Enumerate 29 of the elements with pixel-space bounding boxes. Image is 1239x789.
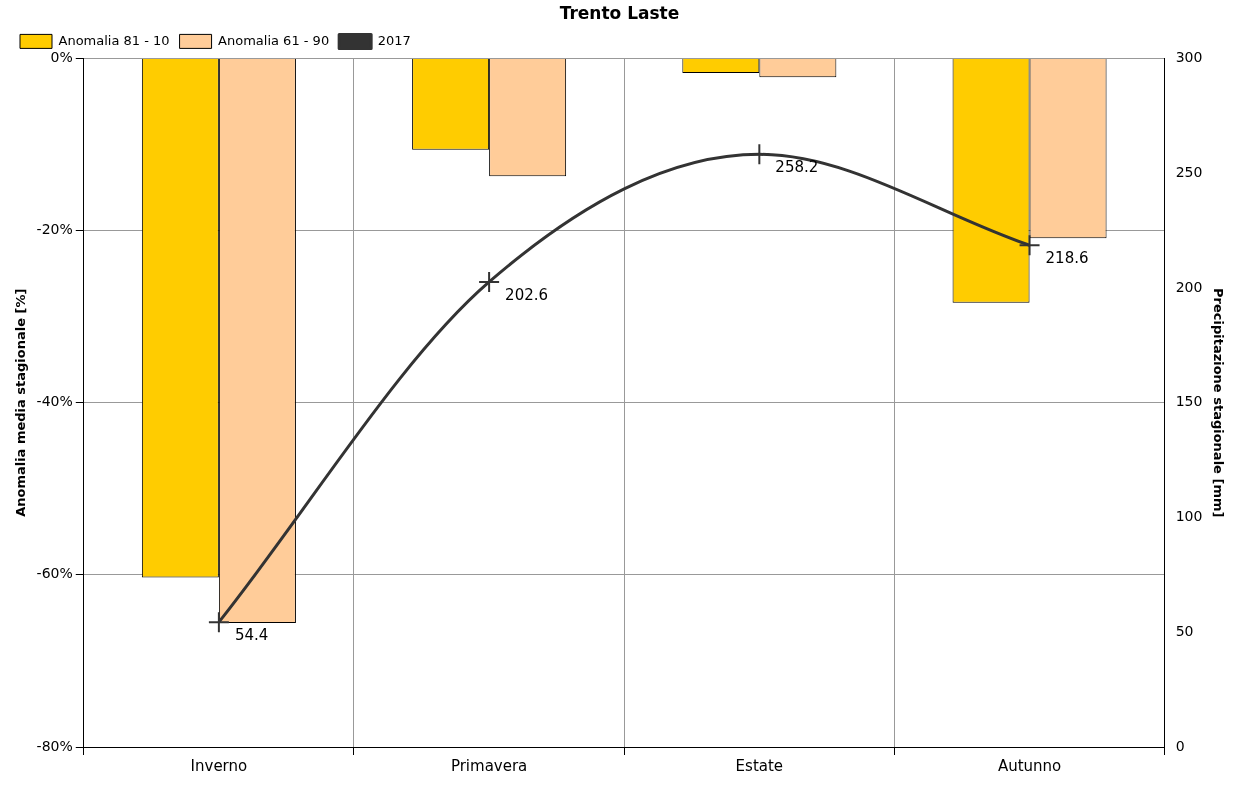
y-tick-label: -60% — [36, 565, 73, 582]
legend-label: Anomalia 61 - 90 — [218, 32, 330, 48]
data-label: 258.2 — [775, 158, 819, 177]
x-tick-label: Estate — [735, 756, 784, 775]
point — [207, 611, 230, 634]
y-tick-label: 0% — [50, 49, 73, 66]
point — [1018, 234, 1041, 257]
y-tick-label: -20% — [36, 221, 73, 238]
y2-tick-label: 50 — [1175, 622, 1194, 639]
chart-title: Trento Laste — [559, 2, 680, 23]
x-tick-label: Primavera — [450, 756, 528, 775]
y2-tick-label: 0 — [1175, 737, 1185, 754]
legend-label: 2017 — [377, 32, 411, 48]
y2-tick-label: 300 — [1175, 49, 1203, 66]
y-tick-label: -80% — [36, 737, 73, 754]
y2-tick-label: 100 — [1175, 508, 1203, 525]
y2-tick-label: 200 — [1175, 278, 1203, 295]
legend-label: Anomalia 81 - 10 — [58, 32, 170, 48]
y2-tick-label: 250 — [1175, 163, 1203, 180]
x-tick-label: Inverno — [190, 756, 248, 775]
data-label: 202.6 — [505, 285, 549, 304]
data-label: 218.6 — [1045, 249, 1089, 268]
y-tick-label: -40% — [36, 393, 73, 410]
x-tick-label: Autunno — [997, 756, 1062, 775]
y2-tick-label: 150 — [1175, 393, 1203, 410]
data-label: 54.4 — [234, 626, 269, 645]
y2-axis-title: Precipitazione stagionale [mm] — [1210, 287, 1226, 518]
point — [478, 270, 501, 293]
y-axis-title: Anomalia media stagionale [%] — [13, 288, 29, 517]
